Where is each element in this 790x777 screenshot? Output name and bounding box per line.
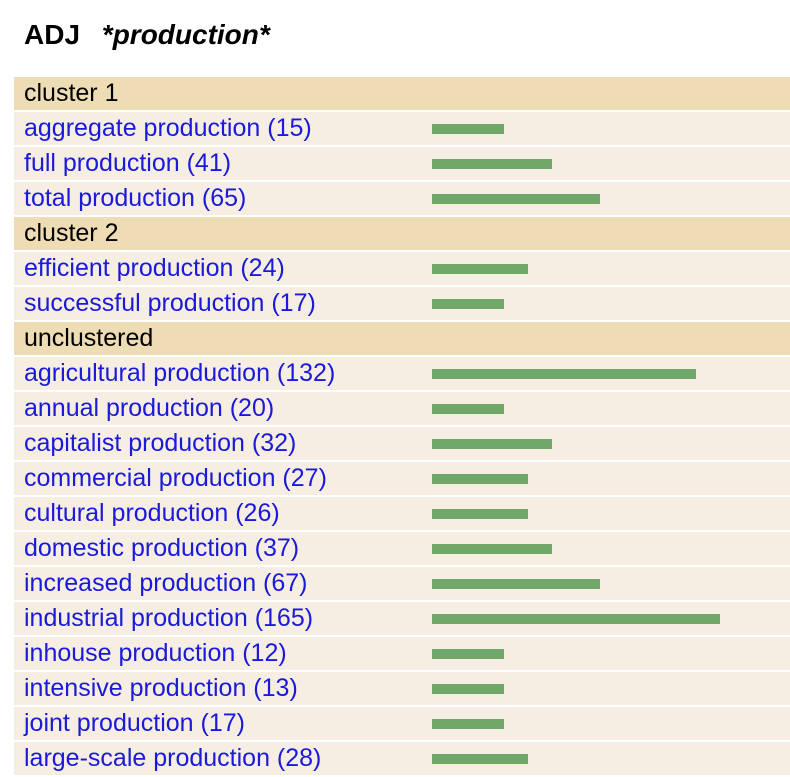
- frequency-bar: [432, 439, 552, 449]
- collocate-row: successful production (17): [14, 287, 790, 322]
- collocate-row: commercial production (27): [14, 462, 790, 497]
- collocate-table: cluster 1 aggregate production (15) full p…: [14, 77, 790, 777]
- cluster-header: cluster 2: [14, 217, 790, 252]
- query-label: *production*: [101, 19, 270, 50]
- frequency-bar: [432, 649, 504, 659]
- collocate-link[interactable]: large-scale production (28): [24, 744, 322, 772]
- frequency-bar: [432, 719, 504, 729]
- frequency-bar: [432, 159, 552, 169]
- frequency-bar: [432, 684, 504, 694]
- collocate-link[interactable]: efficient production (24): [24, 254, 285, 282]
- collocate-row: large-scale production (28): [14, 742, 790, 777]
- collocate-link[interactable]: total production (65): [24, 184, 247, 212]
- collocate-row: joint production (17): [14, 707, 790, 742]
- collocate-link[interactable]: full production (41): [24, 149, 232, 177]
- collocate-row: aggregate production (15): [14, 112, 790, 147]
- collocate-row: annual production (20): [14, 392, 790, 427]
- cluster-title: cluster 1: [24, 79, 119, 107]
- frequency-bar: [432, 369, 696, 379]
- pos-label: ADJ: [24, 19, 81, 50]
- frequency-bar: [432, 264, 528, 274]
- collocate-link[interactable]: commercial production (27): [24, 464, 327, 492]
- cluster-title: unclustered: [24, 324, 154, 352]
- page-title: ADJ *production*: [24, 19, 270, 51]
- frequency-bar: [432, 474, 528, 484]
- frequency-bar: [432, 299, 504, 309]
- cluster-header: unclustered: [14, 322, 790, 357]
- collocate-link[interactable]: cultural production (26): [24, 499, 280, 527]
- collocate-row: inhouse production (12): [14, 637, 790, 672]
- collocate-link[interactable]: domestic production (37): [24, 534, 300, 562]
- frequency-bar: [432, 509, 528, 519]
- frequency-bar: [432, 754, 528, 764]
- frequency-bar: [432, 544, 552, 554]
- collocate-row: industrial production (165): [14, 602, 790, 637]
- collocate-row: domestic production (37): [14, 532, 790, 567]
- collocate-row: agricultural production (132): [14, 357, 790, 392]
- collocate-row: intensive production (13): [14, 672, 790, 707]
- collocate-row: increased production (67): [14, 567, 790, 602]
- collocate-link[interactable]: intensive production (13): [24, 674, 298, 702]
- collocate-link[interactable]: increased production (67): [24, 569, 308, 597]
- cluster-title: cluster 2: [24, 219, 119, 247]
- collocate-link[interactable]: aggregate production (15): [24, 114, 312, 142]
- frequency-bar: [432, 124, 504, 134]
- collocate-link[interactable]: inhouse production (12): [24, 639, 287, 667]
- collocate-link[interactable]: successful production (17): [24, 289, 316, 317]
- frequency-bar: [432, 579, 600, 589]
- collocate-link[interactable]: industrial production (165): [24, 604, 314, 632]
- collocate-link[interactable]: agricultural production (132): [24, 359, 336, 387]
- collocate-row: total production (65): [14, 182, 790, 217]
- collocate-row: capitalist production (32): [14, 427, 790, 462]
- collocate-link[interactable]: capitalist production (32): [24, 429, 297, 457]
- collocate-row: efficient production (24): [14, 252, 790, 287]
- frequency-bar: [432, 614, 720, 624]
- collocate-row: cultural production (26): [14, 497, 790, 532]
- cluster-header: cluster 1: [14, 77, 790, 112]
- collocate-row: full production (41): [14, 147, 790, 182]
- collocate-link[interactable]: joint production (17): [24, 709, 245, 737]
- frequency-bar: [432, 194, 600, 204]
- collocate-link[interactable]: annual production (20): [24, 394, 275, 422]
- frequency-bar: [432, 404, 504, 414]
